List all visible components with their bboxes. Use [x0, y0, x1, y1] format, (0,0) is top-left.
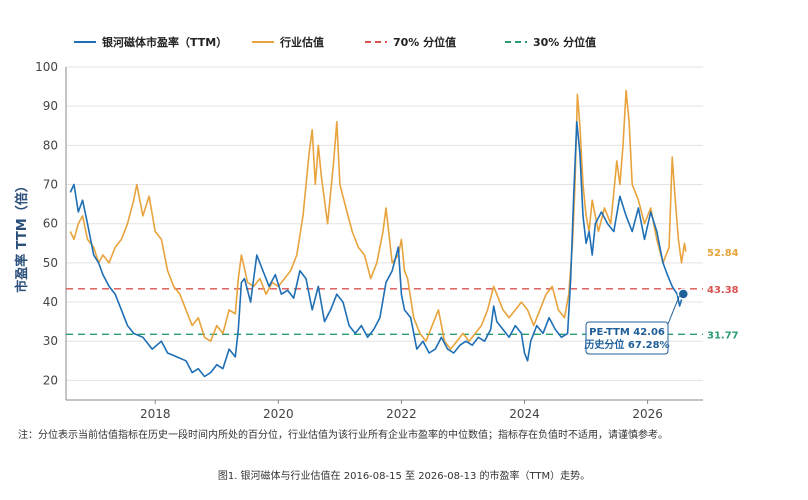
series-lines [69, 89, 687, 378]
y-axis-label: 市盈率 TTM（倍） [14, 179, 30, 293]
series-line-company-pe [69, 121, 685, 378]
legend-company: 银河磁体市盈率（TTM） [74, 35, 227, 49]
legend-label: 行业估值 [279, 35, 324, 49]
y-tick-label: 80 [43, 138, 58, 152]
callout-box [585, 321, 669, 355]
y-tick-label: 20 [43, 373, 58, 387]
y-tick-label: 90 [43, 99, 58, 113]
legend-30pct: 30% 分位值 [505, 35, 596, 49]
x-tick-label: 2018 [140, 407, 171, 421]
series-line-industry-pe [69, 89, 687, 350]
x-tick-label: 2024 [509, 407, 540, 421]
legend-label: 银河磁体市盈率（TTM） [102, 35, 227, 49]
axes: 20 30 40 50 60 70 80 90 100 2018 2020 2022 2024 2026 [35, 60, 703, 421]
y-tick-label: 70 [43, 178, 58, 192]
x-tick-label: 2022 [386, 407, 417, 421]
legend-industry: 行业估值 [252, 35, 324, 49]
y-tick-label: 30 [43, 334, 58, 348]
legend: 银河磁体市盈率（TTM） 行业估值 70% 分位值 30% 分位值 [74, 35, 596, 49]
x-tick-label: 2020 [263, 407, 294, 421]
callout-pointer [667, 295, 680, 325]
reference-line-value: 31.77 [707, 330, 739, 341]
y-tick-label: 40 [43, 295, 58, 309]
current-value-marker [677, 288, 690, 300]
x-tick-label: 2026 [632, 407, 663, 421]
legend-70pct: 70% 分位值 [365, 35, 456, 49]
legend-label: 30% 分位值 [533, 35, 596, 49]
industry-end-value: 52.84 [707, 248, 739, 259]
callout-pe-value: PE-TTM 42.06 [589, 327, 665, 338]
reference-line-value: 43.38 [707, 285, 739, 296]
footnote: 注：分位表示当前估值指标在历史一段时间内所处的百分位，行业估值为该行业所有企业市… [18, 430, 668, 441]
figure-caption: 图1. 银河磁体与行业估值在 2016-08-15 至 2026-08-13 的… [217, 471, 591, 482]
end-labels: 52.84 [707, 248, 739, 259]
y-tick-label: 60 [43, 217, 58, 231]
y-tick-label: 100 [35, 60, 58, 74]
legend-label: 70% 分位值 [393, 35, 456, 49]
y-tick-label: 50 [43, 256, 58, 270]
callout-percentile: 历史分位 67.28% [584, 338, 669, 351]
